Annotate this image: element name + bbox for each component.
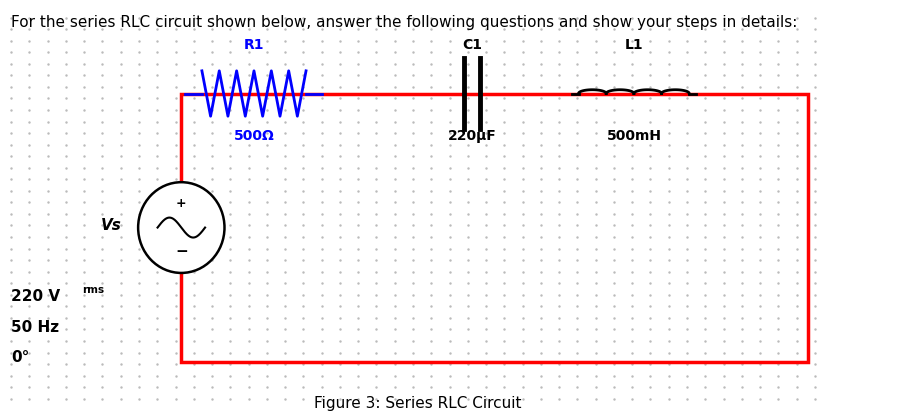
Text: R1: R1 bbox=[243, 38, 264, 52]
Text: 50 Hz: 50 Hz bbox=[11, 320, 59, 335]
Text: Vs: Vs bbox=[101, 218, 121, 233]
Text: For the series RLC circuit shown below, answer the following questions and show : For the series RLC circuit shown below, … bbox=[11, 15, 798, 30]
Text: L1: L1 bbox=[624, 38, 644, 52]
Text: 500mH: 500mH bbox=[607, 129, 661, 143]
Text: +: + bbox=[176, 197, 186, 211]
Ellipse shape bbox=[138, 182, 225, 273]
Text: 500Ω: 500Ω bbox=[233, 129, 274, 143]
Text: 220 V: 220 V bbox=[11, 289, 61, 304]
Text: 0°: 0° bbox=[11, 350, 29, 365]
Text: C1: C1 bbox=[462, 38, 482, 52]
Text: rms: rms bbox=[82, 285, 104, 295]
Text: −: − bbox=[175, 244, 187, 259]
Text: 220μF: 220μF bbox=[448, 129, 497, 143]
Bar bbox=[182, 94, 808, 362]
Text: Figure 3: Series RLC Circuit: Figure 3: Series RLC Circuit bbox=[314, 396, 521, 411]
